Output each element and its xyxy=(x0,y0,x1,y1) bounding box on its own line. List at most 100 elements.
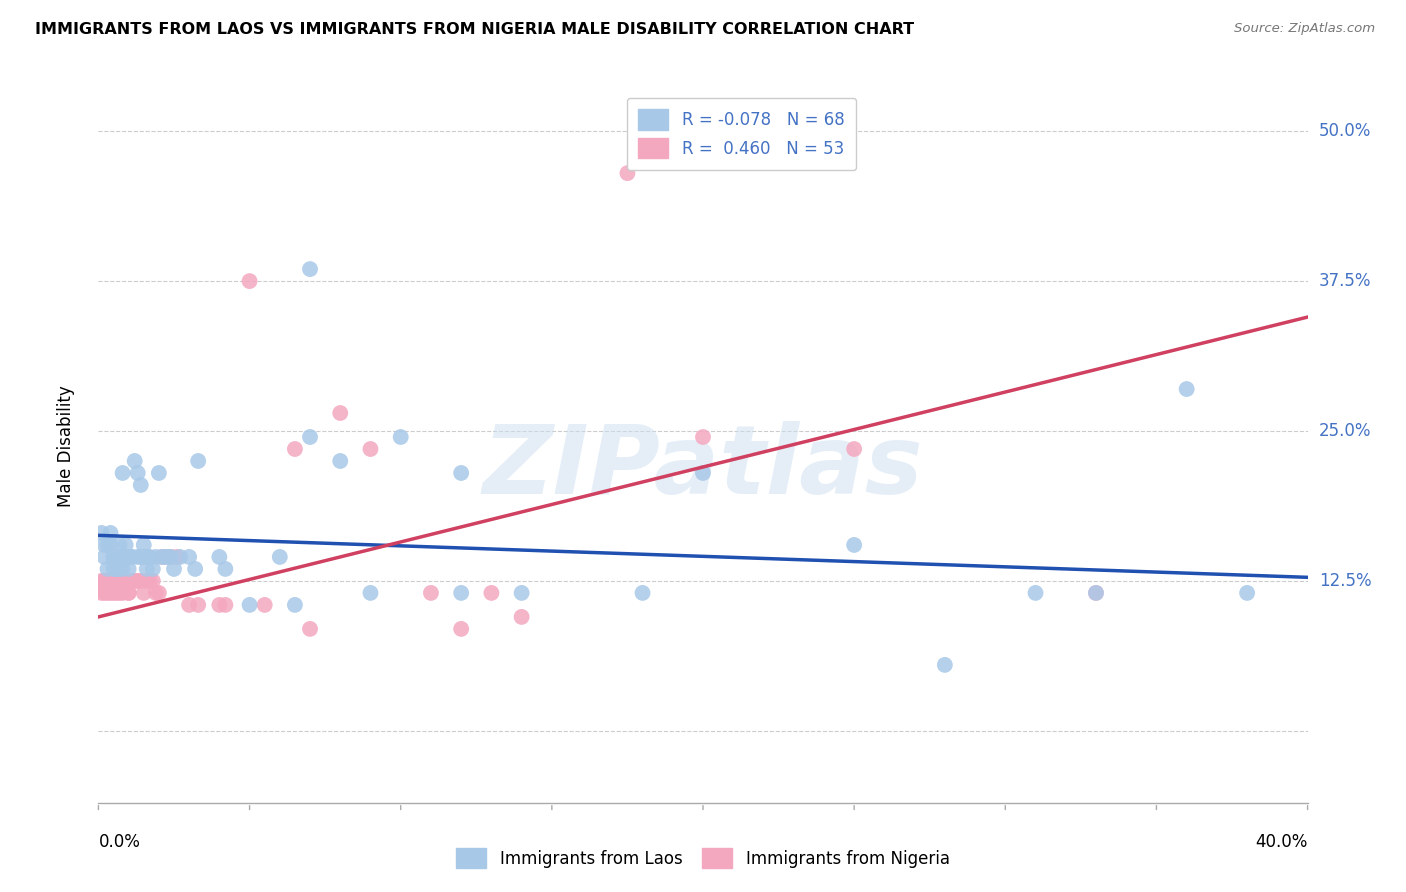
Point xyxy=(96,538,118,552)
Point xyxy=(299,430,322,444)
Point xyxy=(1024,586,1046,600)
Point xyxy=(105,562,128,576)
Point xyxy=(419,586,441,600)
Point xyxy=(208,598,231,612)
Point xyxy=(121,549,143,564)
Point xyxy=(153,549,176,564)
Point xyxy=(118,549,141,564)
Point xyxy=(118,586,141,600)
Point xyxy=(114,549,136,564)
Point xyxy=(450,466,472,480)
Point xyxy=(450,622,472,636)
Point xyxy=(111,466,134,480)
Point xyxy=(1085,586,1108,600)
Point xyxy=(150,549,173,564)
Point xyxy=(111,562,134,576)
Point xyxy=(108,538,131,552)
Point xyxy=(105,574,128,588)
Point xyxy=(93,574,115,588)
Point xyxy=(103,549,125,564)
Point xyxy=(142,562,165,576)
Point xyxy=(692,430,714,444)
Point xyxy=(96,562,118,576)
Point xyxy=(389,430,412,444)
Point xyxy=(177,549,201,564)
Point xyxy=(129,478,152,492)
Point xyxy=(93,538,115,552)
Point xyxy=(124,574,146,588)
Point xyxy=(103,549,125,564)
Text: 37.5%: 37.5% xyxy=(1319,272,1371,290)
Point xyxy=(90,586,112,600)
Point xyxy=(269,549,291,564)
Point xyxy=(156,549,179,564)
Point xyxy=(208,549,231,564)
Point xyxy=(129,549,152,564)
Point xyxy=(160,549,183,564)
Point xyxy=(103,562,125,576)
Point xyxy=(177,598,201,612)
Point xyxy=(90,525,112,540)
Point xyxy=(103,574,125,588)
Point xyxy=(450,586,472,600)
Point xyxy=(93,549,115,564)
Point xyxy=(135,549,157,564)
Point xyxy=(239,274,262,288)
Point xyxy=(105,586,128,600)
Point xyxy=(103,586,125,600)
Point xyxy=(111,574,134,588)
Point xyxy=(214,598,236,612)
Point xyxy=(692,466,714,480)
Point xyxy=(100,574,122,588)
Point xyxy=(187,454,209,468)
Point xyxy=(135,574,157,588)
Y-axis label: Male Disability: Male Disability xyxy=(56,385,75,507)
Point xyxy=(132,586,155,600)
Point xyxy=(284,442,307,456)
Text: 12.5%: 12.5% xyxy=(1319,572,1371,590)
Text: Source: ZipAtlas.com: Source: ZipAtlas.com xyxy=(1234,22,1375,36)
Point xyxy=(187,598,209,612)
Point xyxy=(616,166,638,180)
Point xyxy=(124,454,146,468)
Point xyxy=(135,562,157,576)
Point xyxy=(132,538,155,552)
Point xyxy=(127,549,149,564)
Point xyxy=(299,262,322,277)
Point xyxy=(148,586,170,600)
Point xyxy=(139,574,162,588)
Point xyxy=(163,562,186,576)
Point xyxy=(111,586,134,600)
Point xyxy=(329,406,352,420)
Point xyxy=(166,549,188,564)
Point xyxy=(844,538,866,552)
Point xyxy=(145,586,167,600)
Point xyxy=(108,562,131,576)
Point xyxy=(118,586,141,600)
Point xyxy=(510,586,533,600)
Point xyxy=(93,586,115,600)
Point xyxy=(299,622,322,636)
Point xyxy=(121,574,143,588)
Point xyxy=(510,610,533,624)
Point xyxy=(142,574,165,588)
Text: ZIPatlas: ZIPatlas xyxy=(482,421,924,514)
Point xyxy=(1175,382,1198,396)
Point xyxy=(934,657,956,672)
Point xyxy=(1236,586,1258,600)
Point xyxy=(631,586,654,600)
Point xyxy=(360,586,382,600)
Point xyxy=(153,549,176,564)
Point xyxy=(139,549,162,564)
Point xyxy=(160,549,183,564)
Point xyxy=(169,549,191,564)
Point xyxy=(150,549,173,564)
Point xyxy=(96,586,118,600)
Point xyxy=(121,549,143,564)
Point xyxy=(114,538,136,552)
Point xyxy=(145,549,167,564)
Point xyxy=(844,442,866,456)
Point xyxy=(214,562,236,576)
Point xyxy=(108,574,131,588)
Point xyxy=(132,549,155,564)
